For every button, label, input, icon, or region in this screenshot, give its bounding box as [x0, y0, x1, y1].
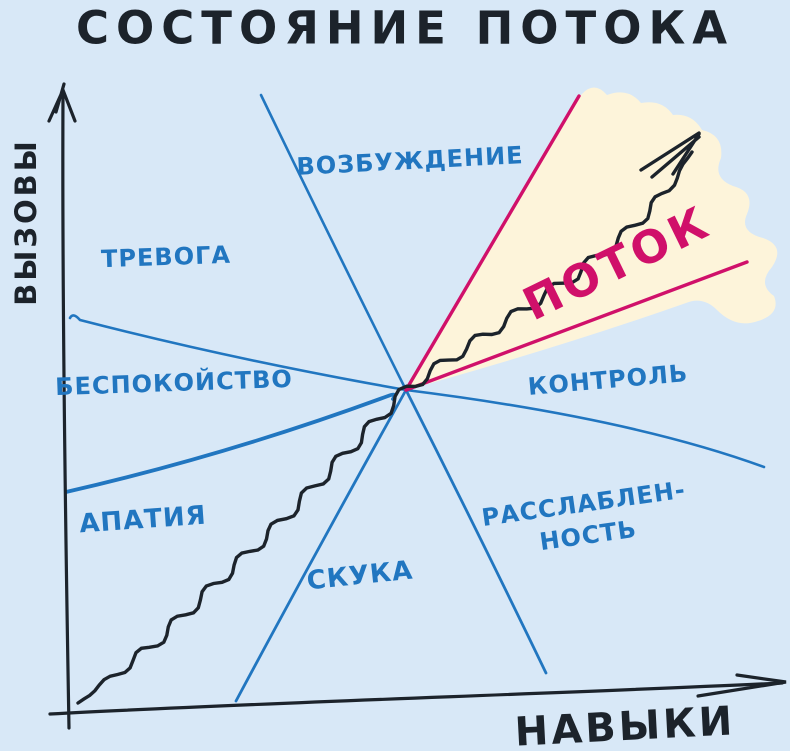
boundary-anxiety-excitement: [259, 93, 408, 392]
x-axis-arrowhead: [696, 673, 787, 698]
boundary-boredom-relaxation: [404, 388, 548, 675]
boundary-boredom-left: [234, 388, 408, 703]
flow-edge-lower: [404, 260, 749, 392]
y-axis: [61, 93, 71, 730]
flow-edge-upper: [404, 94, 581, 392]
y-axis-arrowhead: [47, 82, 77, 123]
diagram-title: СОСТОЯНИЕ ПОТОКА: [75, 1, 735, 55]
boundary-worry-anxiety: [68, 314, 408, 392]
boundary-apathy-worry: [64, 392, 397, 494]
axes: [47, 82, 787, 730]
flow-trajectory-arrow: [76, 150, 694, 705]
zone-label-anxiety: ТРЕВОГА: [100, 240, 232, 274]
x-axis: [48, 681, 784, 716]
boundary-control-relaxation: [404, 388, 766, 469]
flow-zone-cloud: [406, 87, 778, 390]
y-axis-label: ВЫЗОВЫ: [9, 138, 43, 306]
flow-channel-edges: [404, 94, 749, 392]
flow-trajectory-arrowhead: [639, 131, 701, 179]
